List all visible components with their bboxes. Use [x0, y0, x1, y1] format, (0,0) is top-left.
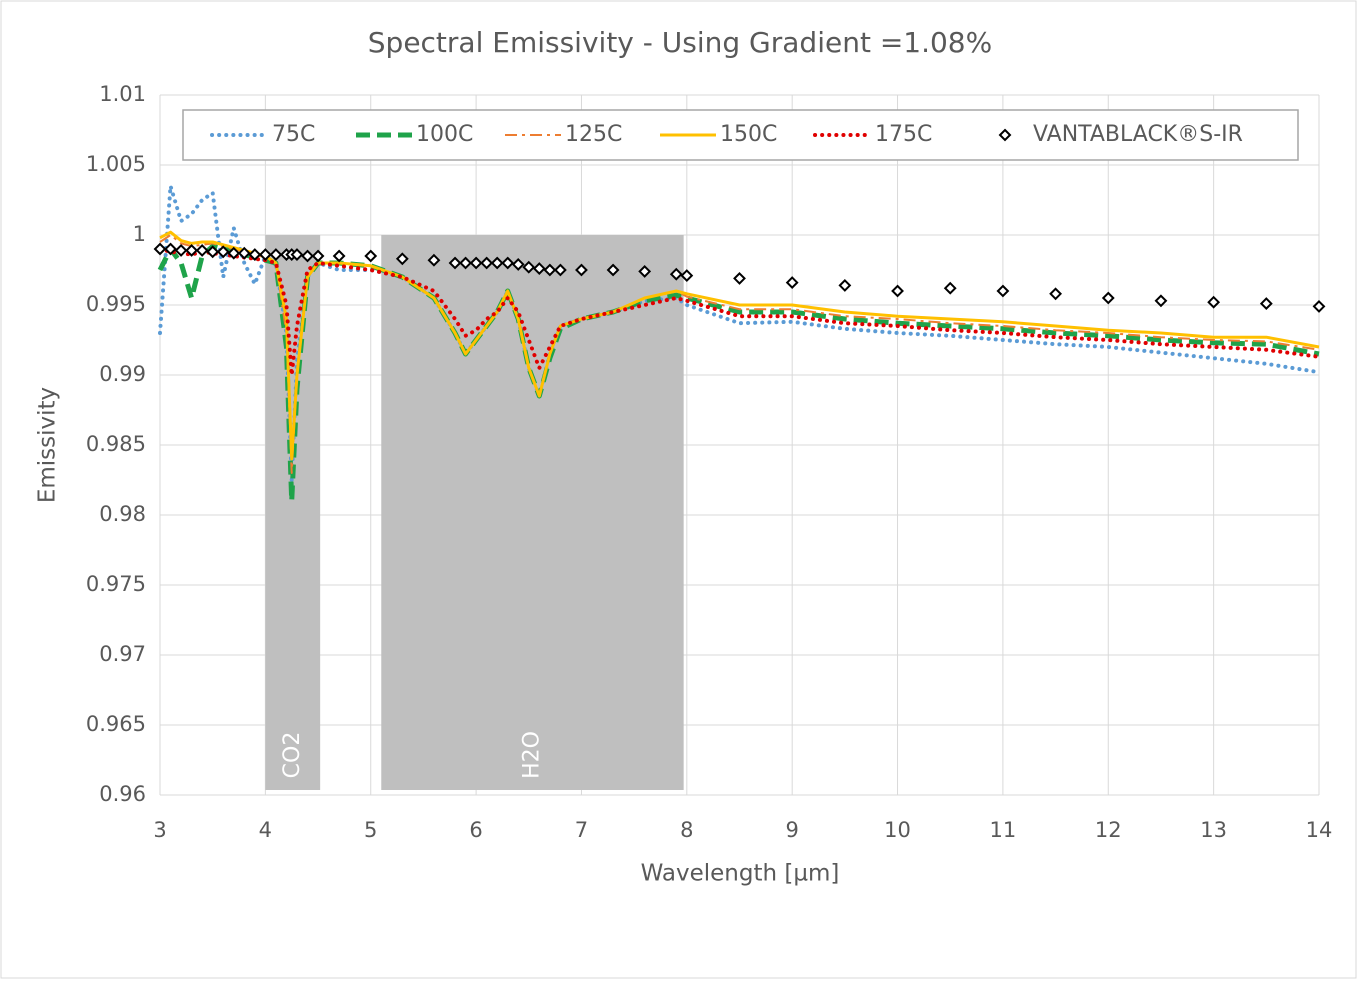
- marker: [1049, 287, 1063, 301]
- x-tick-label: 11: [990, 818, 1017, 842]
- legend-label: VANTABLACK®S-IR: [1033, 122, 1243, 147]
- x-tick-label: 4: [259, 818, 272, 842]
- x-tick-label: 13: [1200, 818, 1227, 842]
- series-line: [159, 234, 1320, 474]
- legend-label: 175C: [875, 122, 932, 147]
- marker: [1207, 295, 1221, 309]
- marker: [943, 281, 957, 295]
- marker: [1312, 299, 1326, 313]
- y-tick-label: 0.97: [99, 642, 146, 666]
- y-tick-label: 1: [133, 222, 146, 246]
- marker: [490, 256, 504, 270]
- y-tick-label: 1.005: [86, 152, 146, 176]
- marker: [543, 263, 557, 277]
- marker: [669, 267, 683, 281]
- marker: [195, 243, 209, 257]
- marker: [448, 256, 462, 270]
- x-tick-label: 12: [1095, 818, 1122, 842]
- y-tick-label: 0.965: [86, 712, 146, 736]
- marker: [680, 269, 694, 283]
- marker: [174, 243, 188, 257]
- y-tick-label: 0.995: [86, 292, 146, 316]
- y-tick-label: 0.98: [99, 502, 146, 526]
- legend-marker: [998, 128, 1012, 142]
- marker: [248, 248, 262, 262]
- marker: [258, 248, 272, 262]
- x-tick-label: 10: [884, 818, 911, 842]
- y-tick-label: 0.975: [86, 572, 146, 596]
- x-tick-label: 7: [575, 818, 588, 842]
- marker: [522, 260, 536, 274]
- x-tick-label: 5: [364, 818, 377, 842]
- band-label: CO2: [280, 732, 305, 779]
- legend-label: 125C: [565, 122, 622, 147]
- y-axis-title: Emissivity: [35, 387, 61, 503]
- x-axis-title: Wavelength [µm]: [641, 861, 840, 887]
- legend-label: 75C: [272, 122, 315, 147]
- band: [265, 235, 321, 790]
- marker: [332, 249, 346, 263]
- x-tick-label: 9: [785, 818, 798, 842]
- marker: [501, 256, 515, 270]
- marker: [638, 264, 652, 278]
- marker: [1259, 297, 1273, 311]
- marker: [164, 242, 177, 256]
- marker: [427, 253, 441, 267]
- legend-label: 100C: [416, 122, 473, 147]
- marker: [216, 245, 230, 259]
- marker: [553, 263, 567, 277]
- marker: [311, 249, 325, 263]
- marker: [511, 257, 525, 271]
- marker: [1101, 291, 1115, 305]
- marker: [606, 263, 620, 277]
- x-tick-label: 8: [680, 818, 693, 842]
- y-tick-label: 1.01: [99, 82, 146, 106]
- band-label: H2O: [519, 731, 544, 779]
- marker: [459, 256, 472, 270]
- legend-label: 150C: [720, 122, 777, 147]
- marker: [733, 271, 746, 285]
- marker: [785, 276, 799, 290]
- marker: [575, 263, 588, 277]
- marker: [301, 249, 314, 263]
- band: [381, 235, 684, 790]
- marker: [206, 245, 220, 259]
- marker: [996, 284, 1010, 298]
- marker: [532, 262, 546, 276]
- series-line: [158, 184, 1321, 482]
- marker: [269, 248, 283, 262]
- marker: [290, 248, 304, 262]
- marker: [227, 246, 241, 260]
- marker: [237, 246, 251, 260]
- x-tick-label: 6: [469, 818, 482, 842]
- marker: [469, 256, 483, 270]
- marker: [395, 252, 409, 266]
- chart-title: Spectral Emissivity - Using Gradient =1.…: [368, 26, 992, 59]
- x-tick-label: 3: [153, 818, 166, 842]
- y-tick-label: 0.96: [99, 782, 146, 806]
- marker: [185, 243, 199, 257]
- marker: [891, 284, 904, 298]
- marker: [480, 256, 494, 270]
- marker: [153, 242, 167, 256]
- marker: [364, 249, 378, 263]
- marker: [1154, 294, 1168, 308]
- y-tick-label: 0.99: [99, 362, 146, 386]
- x-tick-label: 14: [1306, 818, 1333, 842]
- y-tick-label: 0.985: [86, 432, 146, 456]
- marker: [838, 278, 852, 292]
